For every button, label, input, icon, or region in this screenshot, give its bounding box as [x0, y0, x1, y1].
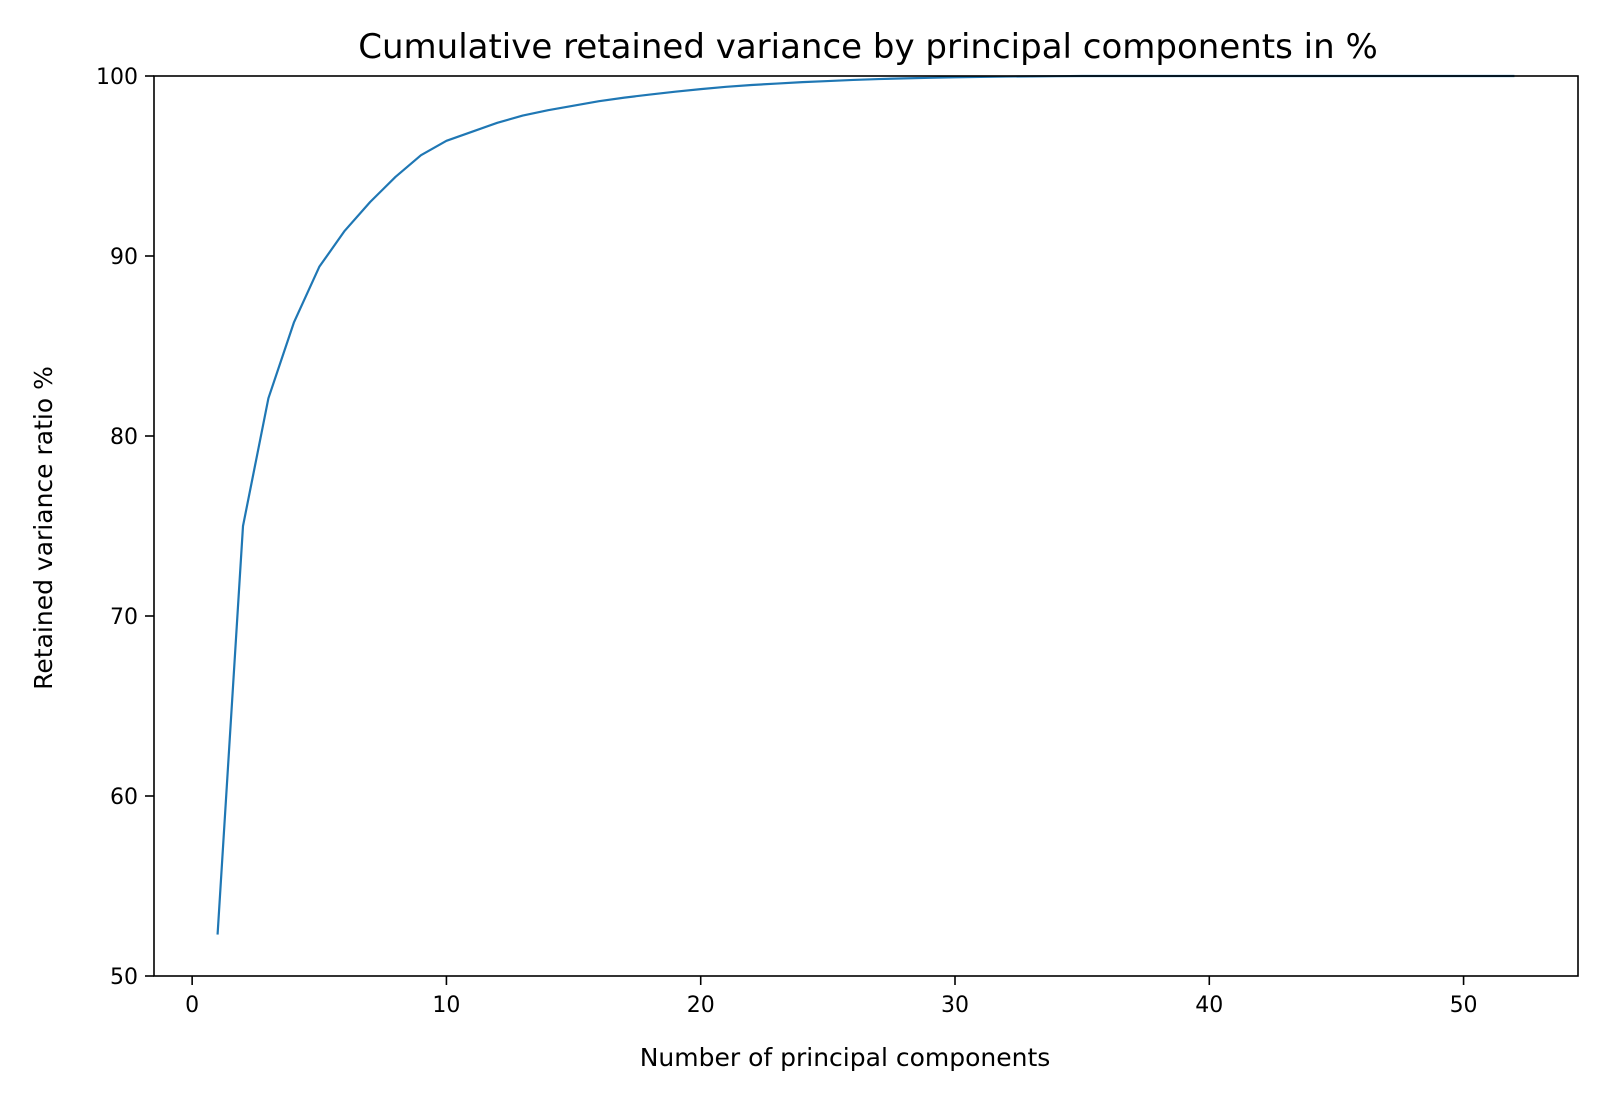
x-tick-label: 0: [185, 993, 199, 1018]
chart-title: Cumulative retained variance by principa…: [358, 27, 1378, 67]
series-line: [216, 74, 1515, 935]
y-tick-label: 80: [110, 425, 138, 450]
y-tick-label: 60: [110, 785, 138, 810]
x-tick-label: 10: [432, 993, 460, 1018]
y-tick-label: 70: [110, 605, 138, 630]
y-tick-label: 100: [96, 65, 138, 90]
x-tick-label: 50: [1450, 993, 1478, 1018]
y-axis-label: Retained variance ratio %: [29, 366, 58, 690]
x-axis-label: Number of principal components: [640, 1043, 1051, 1072]
y-axis-ticks: 50 60 70 80 90 100: [96, 65, 154, 990]
y-tick-label: 90: [110, 245, 138, 270]
x-tick-label: 30: [941, 993, 969, 1018]
plot-frame: [153, 75, 1579, 977]
y-tick-label: 50: [110, 965, 138, 990]
x-axis-ticks: 0 10 20 30 40 50: [185, 976, 1478, 1018]
x-tick-label: 20: [687, 993, 715, 1018]
x-tick-label: 40: [1195, 993, 1223, 1018]
